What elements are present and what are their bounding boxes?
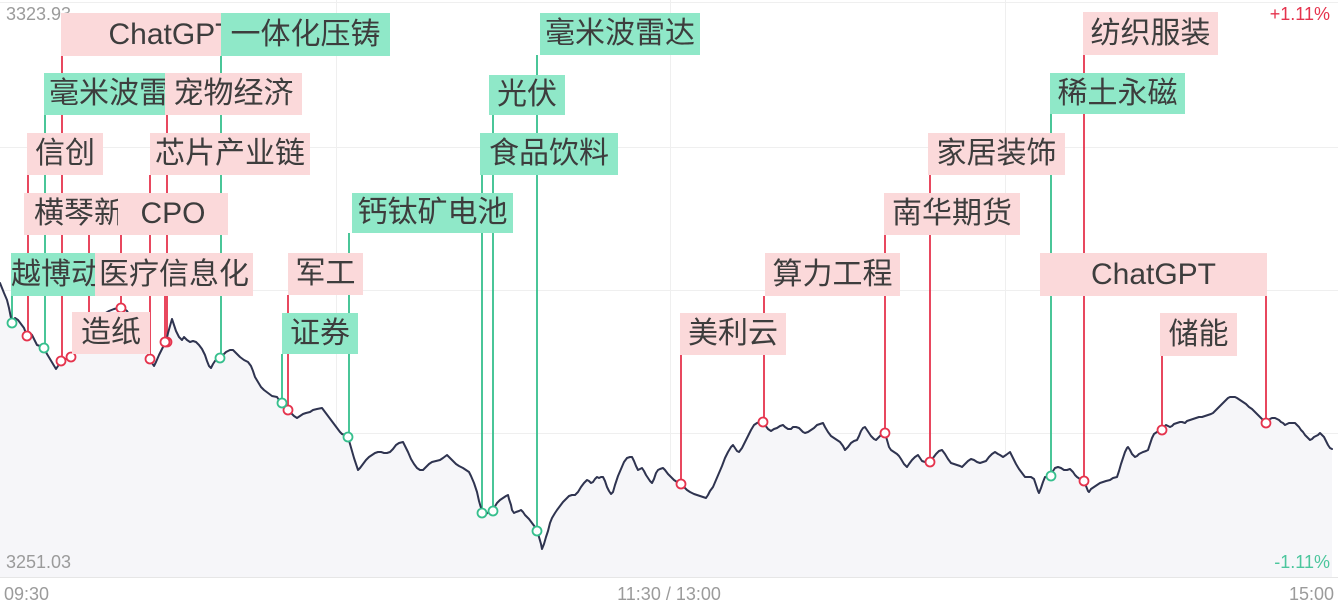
x-axis-tick-open: 09:30 bbox=[4, 584, 50, 604]
event-label[interactable]: 宠物经济 bbox=[165, 73, 302, 115]
event-marker[interactable] bbox=[1156, 424, 1168, 436]
event-marker[interactable] bbox=[21, 330, 33, 342]
event-marker[interactable] bbox=[55, 355, 67, 367]
event-label[interactable]: 储能 bbox=[1160, 313, 1237, 356]
event-label[interactable]: 稀土永磁 bbox=[1050, 73, 1185, 114]
event-marker[interactable] bbox=[1078, 475, 1090, 487]
event-marker[interactable] bbox=[214, 352, 226, 364]
event-label[interactable]: 信创 bbox=[27, 133, 103, 175]
event-marker[interactable] bbox=[6, 317, 18, 329]
event-marker[interactable] bbox=[144, 353, 156, 365]
y-axis-low-price: 3251.03 bbox=[6, 552, 72, 572]
event-marker[interactable] bbox=[879, 427, 891, 439]
event-label[interactable]: CPO bbox=[118, 193, 228, 235]
event-marker[interactable] bbox=[65, 351, 77, 363]
y-axis-high-price: 3323.93 bbox=[6, 4, 72, 24]
event-label[interactable]: ChatGPT bbox=[1040, 253, 1267, 296]
price-line bbox=[0, 282, 1333, 550]
event-markers bbox=[6, 302, 1272, 537]
x-axis-tick-midday: 11:30 / 13:00 bbox=[617, 584, 721, 604]
event-label[interactable]: 算力工程 bbox=[765, 253, 900, 296]
event-marker[interactable] bbox=[1045, 470, 1057, 482]
event-label[interactable]: 光伏 bbox=[489, 75, 565, 115]
event-label[interactable]: 医疗信息化 bbox=[95, 253, 253, 296]
event-marker[interactable] bbox=[282, 404, 294, 416]
event-label[interactable]: 证券 bbox=[282, 313, 358, 354]
event-label[interactable]: 食品饮料 bbox=[480, 133, 618, 175]
event-label[interactable]: 美利云 bbox=[680, 313, 786, 355]
event-marker[interactable] bbox=[342, 431, 354, 443]
event-label[interactable]: 芯片产业链 bbox=[150, 133, 310, 175]
event-marker[interactable] bbox=[531, 525, 543, 537]
event-marker[interactable] bbox=[276, 397, 288, 409]
event-marker[interactable] bbox=[476, 507, 488, 519]
y-axis-low-percent: -1.11% bbox=[1274, 552, 1330, 572]
price-area-path bbox=[0, 283, 1332, 577]
price-line-path bbox=[0, 282, 1333, 550]
y-axis-high-percent: +1.11% bbox=[1269, 4, 1330, 24]
event-marker[interactable] bbox=[487, 505, 499, 517]
price-area-fill bbox=[0, 283, 1332, 577]
event-marker[interactable] bbox=[757, 416, 769, 428]
event-marker[interactable] bbox=[159, 336, 171, 348]
event-label[interactable]: 一体化压铸 bbox=[221, 13, 390, 56]
event-label[interactable]: 造纸 bbox=[72, 312, 150, 354]
event-marker[interactable] bbox=[1260, 417, 1272, 429]
x-axis-tick-close: 15:00 bbox=[1288, 584, 1334, 604]
event-label[interactable]: 毫米波雷达 bbox=[540, 13, 700, 55]
event-label[interactable]: 钙钛矿电池 bbox=[352, 193, 513, 233]
event-marker[interactable] bbox=[675, 478, 687, 490]
event-marker[interactable] bbox=[38, 342, 50, 354]
event-label[interactable]: 南华期货 bbox=[884, 193, 1020, 235]
event-label[interactable]: 家居装饰 bbox=[928, 133, 1065, 175]
event-marker[interactable] bbox=[924, 456, 936, 468]
event-label[interactable]: 军工 bbox=[288, 253, 363, 295]
event-label[interactable]: 纺织服装 bbox=[1083, 12, 1218, 55]
